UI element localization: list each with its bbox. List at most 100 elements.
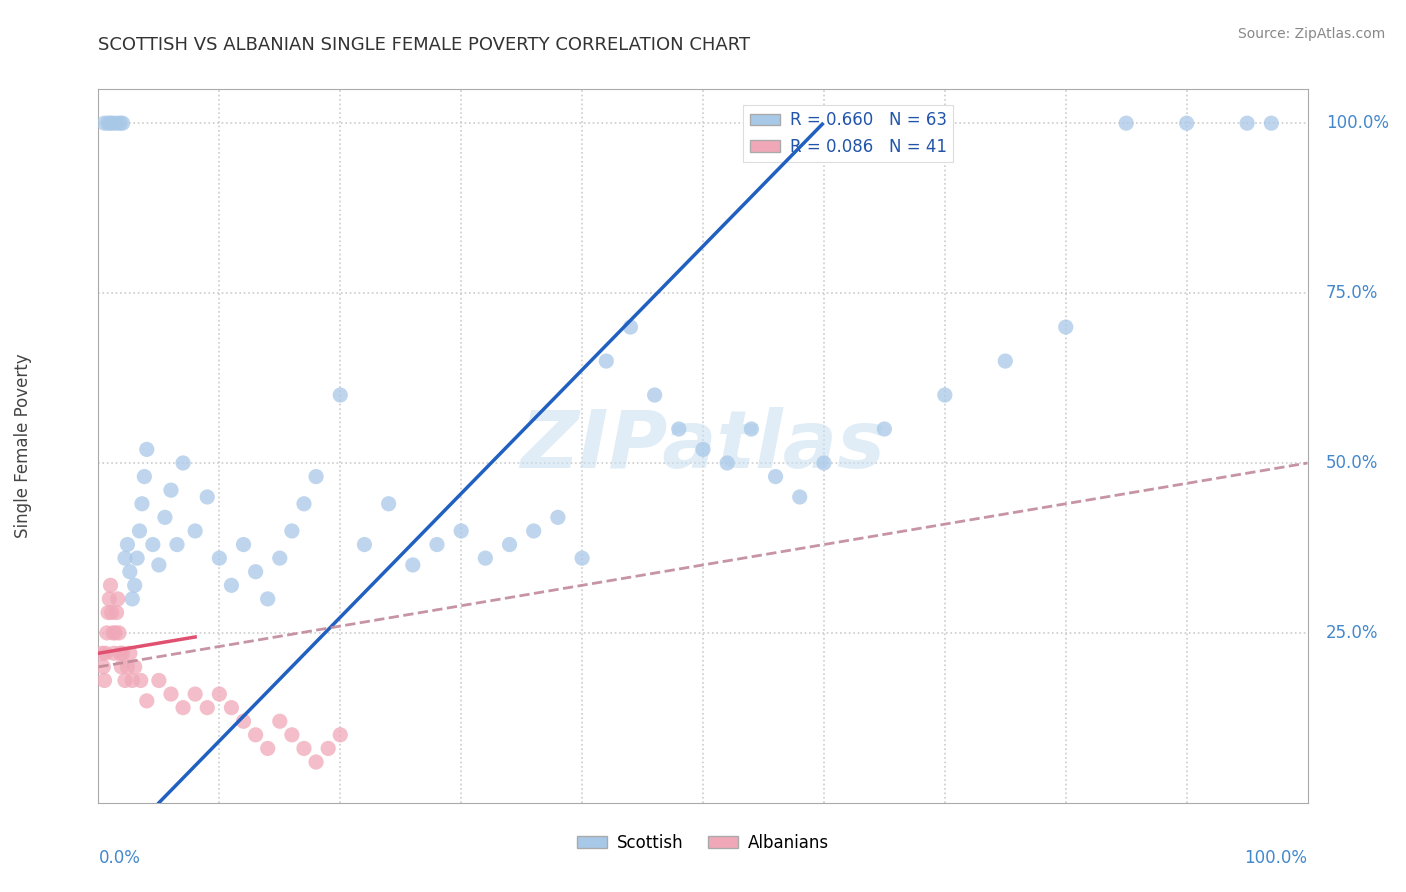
Point [118,646,141,660]
Point [256,741,278,756]
Point [100,578,122,592]
Point [232,714,254,729]
Point [127,551,149,566]
Text: 50.0%: 50.0% [1326,454,1378,472]
Point [148,673,170,688]
Point [329,388,352,402]
Text: ZIPatlas: ZIPatlas [520,407,886,485]
Point [619,320,641,334]
Point [765,469,787,483]
Point [353,537,375,551]
Point [994,354,1017,368]
Point [97,116,120,130]
Text: 100.0%: 100.0% [1326,114,1389,132]
Point [114,551,136,566]
Point [118,565,141,579]
Point [426,537,449,551]
Point [184,687,207,701]
Text: Source: ZipAtlas.com: Source: ZipAtlas.com [1237,27,1385,41]
Text: 75.0%: 75.0% [1326,284,1378,302]
Point [121,673,143,688]
Point [110,660,132,674]
Point [108,116,131,130]
Point [100,116,122,130]
Point [292,741,315,756]
Text: SCOTTISH VS ALBANIAN SINGLE FEMALE POVERTY CORRELATION CHART: SCOTTISH VS ALBANIAN SINGLE FEMALE POVER… [98,36,751,54]
Point [153,510,176,524]
Point [131,497,153,511]
Point [245,728,267,742]
Point [595,354,617,368]
Point [1115,116,1137,130]
Point [668,422,690,436]
Point [256,591,278,606]
Point [716,456,738,470]
Point [498,537,520,551]
Point [1236,116,1258,130]
Point [100,606,122,620]
Point [97,606,120,620]
Point [94,646,117,660]
Point [101,626,124,640]
Point [135,442,157,457]
Point [91,660,114,674]
Text: Single Female Poverty: Single Female Poverty [14,354,32,538]
Point [450,524,472,538]
Point [104,626,127,640]
Text: 100.0%: 100.0% [1244,849,1308,867]
Point [134,469,156,483]
Point [111,646,134,660]
Point [208,687,231,701]
Point [281,728,304,742]
Point [114,673,136,688]
Point [93,116,115,130]
Point [96,626,118,640]
Text: 0.0%: 0.0% [98,849,141,867]
Point [195,490,218,504]
Point [105,606,128,620]
Point [124,660,146,674]
Point [377,497,399,511]
Point [402,558,425,572]
Point [160,483,183,498]
Point [1175,116,1198,130]
Point [98,591,121,606]
Point [103,646,125,660]
Point [221,578,243,592]
Point [813,456,835,470]
Point [305,469,328,483]
Point [316,741,339,756]
Point [232,537,254,551]
Point [121,591,143,606]
Point [269,551,291,566]
Point [101,116,124,130]
Point [129,673,152,688]
Point [172,456,194,470]
Point [117,537,139,551]
Point [873,422,896,436]
Point [789,490,811,504]
Point [245,565,267,579]
Point [148,558,170,572]
Point [91,646,114,660]
Point [108,626,131,640]
Point [195,700,218,714]
Point [160,687,183,701]
Point [111,116,134,130]
Point [269,714,291,729]
Point [142,537,165,551]
Point [128,524,150,538]
Point [107,591,129,606]
Text: 25.0%: 25.0% [1326,624,1378,642]
Point [292,497,315,511]
Point [644,388,666,402]
Point [208,551,231,566]
Point [184,524,207,538]
Point [934,388,956,402]
Point [221,700,243,714]
Point [571,551,593,566]
Point [474,551,496,566]
Point [547,510,569,524]
Point [117,660,139,674]
Legend: Scottish, Albanians: Scottish, Albanians [569,828,837,859]
